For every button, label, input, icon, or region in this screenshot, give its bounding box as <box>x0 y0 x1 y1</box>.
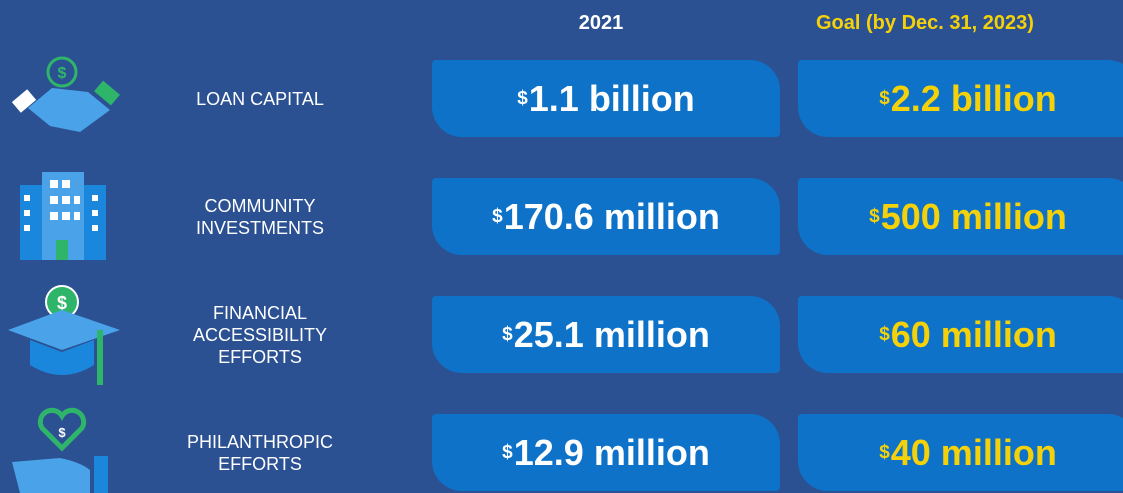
label-line: EFFORTS <box>218 453 302 474</box>
graduation-icon: $ <box>8 285 120 385</box>
label-line: EFFORTS <box>218 346 302 367</box>
column-header: 2021 <box>578 12 624 34</box>
goal-value: $40 million <box>798 414 1123 491</box>
svg-text:$: $ <box>58 65 67 82</box>
current-value: $1.1 billion <box>432 60 780 137</box>
handshake-icon: $ <box>11 56 120 132</box>
icons: $ $ $ <box>8 56 120 493</box>
svg-text:$: $ <box>58 425 66 440</box>
label-line: ACCESSIBILITY <box>192 324 328 345</box>
building-icon <box>20 172 106 260</box>
label-line: INVESTMENTS <box>195 217 324 238</box>
goal-value: $2.2 billion <box>798 60 1123 137</box>
svg-text:$: $ <box>57 293 67 313</box>
heart-hand-icon: $ <box>12 407 108 493</box>
label-line: COMMUNITY <box>204 195 316 216</box>
row-label: LOAN CAPITAL <box>150 60 370 137</box>
label-line: LOAN CAPITAL <box>196 88 324 109</box>
current-value: $25.1 million <box>432 296 780 373</box>
current-value: $170.6 million <box>432 178 780 255</box>
current-value: $12.9 million <box>432 414 780 491</box>
goal-value: $60 million <box>798 296 1123 373</box>
row-label: PHILANTHROPIC EFFORTS <box>150 414 370 491</box>
label-line: FINANCIAL <box>212 302 308 323</box>
row-label: FINANCIAL ACCESSIBILITY EFFORTS <box>150 296 370 373</box>
column-header: Goal (by Dec. 31, 2023) <box>816 12 1034 34</box>
goal-value: $500 million <box>798 178 1123 255</box>
row-label: COMMUNITY INVESTMENTS <box>150 178 370 255</box>
label-line: PHILANTHROPIC <box>186 431 334 452</box>
